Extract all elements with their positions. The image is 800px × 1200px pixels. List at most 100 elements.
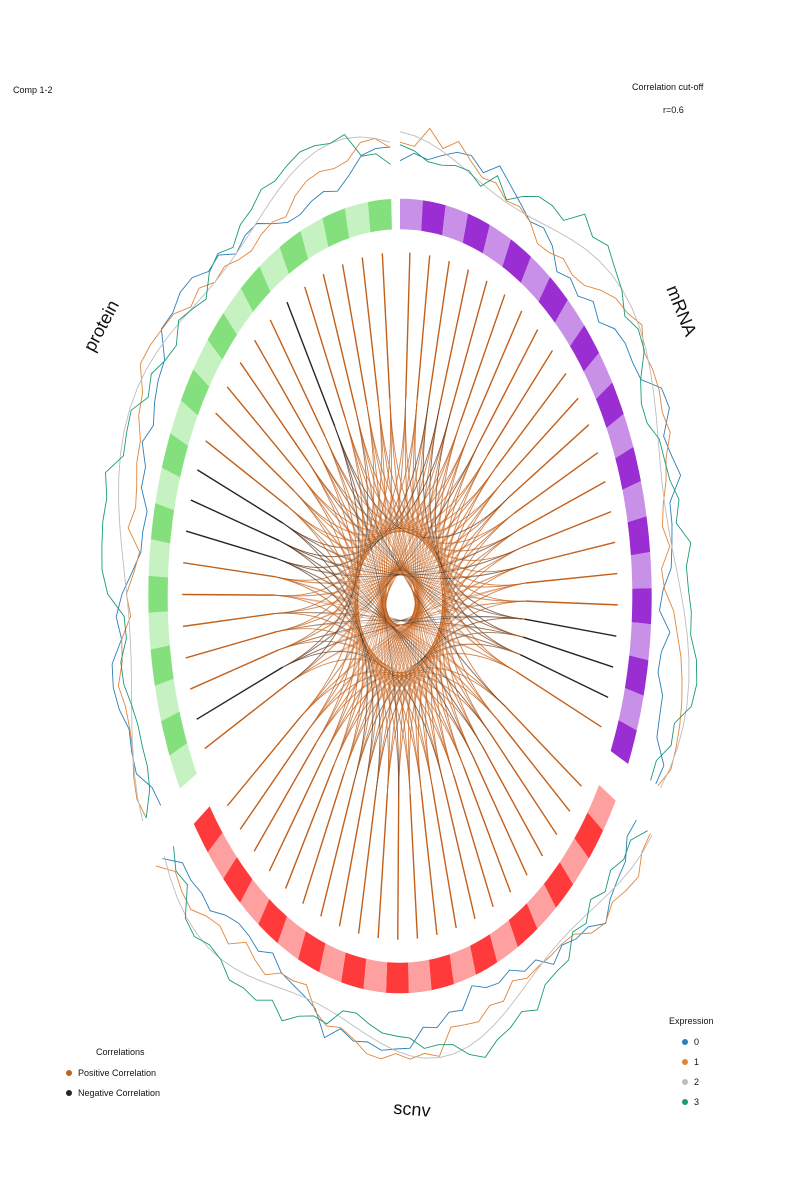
expr-0-dot xyxy=(682,1039,688,1045)
legend-positive-label: Positive Correlation xyxy=(78,1068,157,1078)
radial-link xyxy=(420,791,438,935)
mRNA-segment xyxy=(629,622,651,661)
scnv-segment xyxy=(298,931,326,973)
radial-link xyxy=(322,274,357,411)
radial-link xyxy=(481,745,544,857)
radial-link xyxy=(416,255,431,400)
expr-3-dot xyxy=(682,1099,688,1105)
expression-line xyxy=(399,127,683,787)
mRNA-segment xyxy=(631,588,652,625)
mRNA-segment xyxy=(595,382,624,428)
legend-expr-1: 1 xyxy=(682,1057,699,1067)
radial-link xyxy=(508,424,590,498)
chord-link xyxy=(300,671,465,768)
expr-2-label: 2 xyxy=(694,1077,700,1087)
chord-link xyxy=(353,653,517,782)
radial-link xyxy=(205,440,289,507)
chord-link xyxy=(293,431,471,537)
radial-link xyxy=(269,319,326,437)
expression-line xyxy=(162,819,637,1051)
expression-line xyxy=(118,136,391,822)
negative-dot xyxy=(66,1090,72,1096)
chord-link xyxy=(300,582,526,718)
radial-link xyxy=(185,530,277,560)
scnv-segment xyxy=(489,920,518,963)
scnv-segment xyxy=(449,945,476,985)
legend-expr-2: 2 xyxy=(682,1077,699,1087)
protein-segment xyxy=(155,467,181,511)
mRNA-segment xyxy=(502,239,531,283)
radial-link xyxy=(487,350,554,455)
scnv-segment xyxy=(429,954,454,991)
scnv-segment xyxy=(207,832,237,879)
expr-2-dot xyxy=(682,1079,688,1085)
legend-positive: Positive Correlation xyxy=(66,1068,156,1078)
mRNA-segment xyxy=(583,352,613,399)
radial-link xyxy=(521,510,612,548)
radial-link xyxy=(397,794,400,940)
radial-link xyxy=(431,787,457,929)
protein-segment xyxy=(161,433,189,478)
radial-link xyxy=(525,600,618,606)
radial-link xyxy=(183,561,275,578)
scnv-segment xyxy=(470,934,498,975)
protein-segment xyxy=(154,678,180,722)
mRNA-segment xyxy=(482,224,511,267)
expression-legend-title: Expression xyxy=(669,1016,714,1026)
scnv-segment xyxy=(258,899,287,944)
radial-link xyxy=(320,780,355,917)
chord-link xyxy=(343,397,392,774)
chord-link xyxy=(377,400,525,573)
radial-link xyxy=(490,733,558,836)
scnv-segment xyxy=(193,806,223,853)
radial-link xyxy=(463,766,512,893)
radial-link xyxy=(226,386,301,476)
scnv-segment xyxy=(587,784,616,831)
expression-line xyxy=(117,138,391,819)
protein-segment xyxy=(148,539,171,578)
legend-expr-3: 3 xyxy=(682,1097,699,1107)
expression-line xyxy=(173,830,648,1058)
protein-segment xyxy=(180,369,210,416)
mRNA-segment xyxy=(538,277,568,323)
radial-link xyxy=(405,252,411,398)
protein-label: protein xyxy=(80,297,124,355)
mRNA-segment xyxy=(520,256,550,302)
chord-link xyxy=(276,402,429,568)
radial-link xyxy=(268,754,326,872)
legend-expr-0: 0 xyxy=(682,1037,699,1047)
scnv-segment xyxy=(526,883,556,929)
radial-link xyxy=(253,743,317,852)
radial-link xyxy=(226,716,301,807)
protein-segment xyxy=(259,247,289,292)
radial-link xyxy=(196,666,283,720)
expression-line xyxy=(101,133,391,819)
radial-link xyxy=(524,618,617,637)
radial-link xyxy=(453,775,494,907)
radial-link xyxy=(381,253,391,399)
chord-link xyxy=(366,404,523,561)
chord-link xyxy=(334,426,510,539)
radial-link xyxy=(253,339,317,449)
radial-link xyxy=(190,499,280,542)
radial-link xyxy=(215,412,294,491)
mRNA-segment xyxy=(400,198,423,231)
radial-link xyxy=(478,329,539,443)
mRNA-segment xyxy=(462,213,490,254)
expression-line xyxy=(399,131,690,788)
protein-segment xyxy=(150,503,175,544)
protein-segment xyxy=(223,288,254,335)
expr-3-label: 3 xyxy=(694,1097,700,1107)
cutoff-value: r=0.6 xyxy=(663,105,684,115)
radial-link xyxy=(449,280,488,415)
radial-link xyxy=(515,671,602,728)
radial-link xyxy=(338,786,366,927)
radial-link xyxy=(513,451,599,514)
expression-line xyxy=(399,151,682,785)
radial-link xyxy=(525,572,618,584)
mRNA-segment xyxy=(630,552,652,589)
radial-link xyxy=(377,793,389,939)
radial-link xyxy=(182,593,275,596)
chord-link xyxy=(300,421,461,718)
mRNA-segment xyxy=(624,655,649,696)
